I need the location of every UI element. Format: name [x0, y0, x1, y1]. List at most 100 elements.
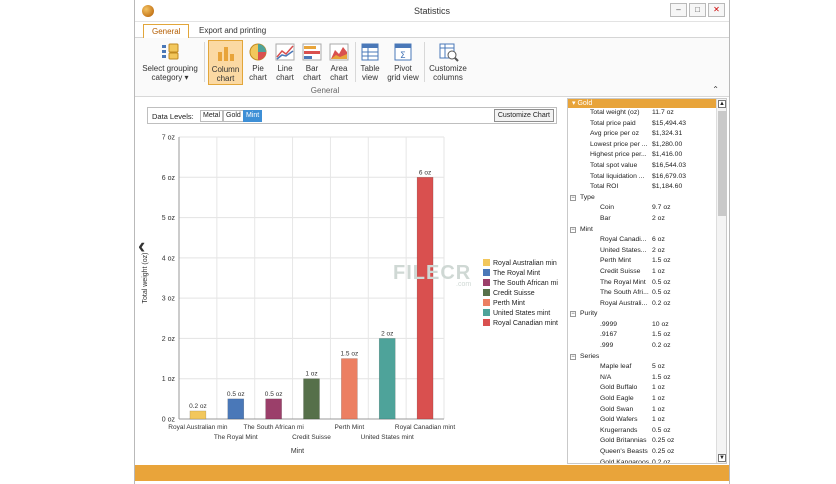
collapse-icon[interactable]: −	[570, 226, 576, 233]
data-levels-label: Data Levels:	[152, 112, 194, 121]
minimize-button[interactable]: –	[670, 3, 687, 17]
property-key: Avg price per oz	[590, 130, 639, 138]
property-key: Gold Kangaroos	[600, 458, 650, 464]
column-chart-icon	[215, 43, 237, 63]
bar-value-label: 6 oz	[419, 169, 431, 176]
scroll-up-icon[interactable]: ▲	[718, 100, 726, 108]
status-bar	[135, 465, 729, 481]
property-key: Queen's Beasts	[600, 448, 648, 455]
chart-pane: Data Levels: Metal Gold Mint Customize C…	[139, 101, 564, 465]
y-tick-label: 3 oz	[162, 296, 176, 303]
property-row: Total weight (oz) 11.7 oz	[568, 108, 726, 119]
property-group[interactable]: − Type	[568, 193, 726, 204]
x-tick-label: Royal Australian min	[168, 424, 228, 431]
legend-label: Royal Australian min	[493, 260, 557, 267]
property-key: Total liquidation ...	[590, 172, 645, 180]
property-value: 5 oz	[652, 363, 665, 371]
property-value: $16,679.03	[652, 172, 687, 180]
data-level-gold[interactable]: Gold	[223, 110, 244, 122]
tab-general[interactable]: General	[143, 24, 190, 38]
property-row: Bar 2 oz	[568, 214, 726, 225]
scroll-down-icon[interactable]: ▼	[718, 454, 726, 462]
property-row: Queen's Beasts 0.25 oz	[568, 447, 726, 458]
ribbon-collapse-icon[interactable]: ⌃	[712, 85, 719, 94]
maximize-button[interactable]: □	[689, 3, 706, 17]
ribbon: Select grouping category ▾ Column chart …	[135, 38, 729, 97]
statistics-window: Statistics – □ ✕ General Export and prin…	[134, 0, 730, 484]
ribbon-label: chart	[216, 74, 235, 83]
bar	[378, 338, 396, 420]
properties-header-label: Gold	[577, 100, 593, 107]
property-value: 1 oz	[652, 416, 665, 424]
legend-label: United States mint	[493, 310, 551, 317]
property-key: Total spot value	[590, 161, 638, 169]
collapse-icon[interactable]: −	[570, 194, 576, 201]
property-row: .9167 1.5 oz	[568, 330, 726, 341]
data-level-mint[interactable]: Mint	[243, 110, 263, 122]
scroll-thumb[interactable]	[718, 111, 726, 216]
property-key: Royal Canadi...	[600, 236, 647, 244]
customize-chart-button[interactable]: Customize Chart	[493, 109, 554, 122]
bar	[227, 398, 245, 420]
area-chart-icon	[328, 42, 350, 62]
pivot-grid-view-button[interactable]: Σ Pivot grid view	[385, 40, 421, 85]
property-row: .999 0.2 oz	[568, 341, 726, 352]
y-tick-label: 5 oz	[162, 215, 176, 222]
property-key: Perth Mint	[600, 257, 631, 265]
properties-scrollbar[interactable]: ▲ ▼	[716, 99, 726, 463]
tab-export-printing[interactable]: Export and printing	[199, 26, 267, 35]
line-chart-button[interactable]: Line chart	[272, 40, 298, 85]
select-grouping-category-button[interactable]: Select grouping category ▾	[139, 40, 201, 85]
bar	[189, 410, 207, 420]
ribbon-label: Pivot	[394, 64, 412, 73]
property-value: 9.7 oz	[652, 204, 671, 212]
property-key: Lowest price per ...	[590, 140, 648, 148]
table-view-button[interactable]: Table view	[357, 40, 383, 85]
data-level-metal[interactable]: Metal	[200, 110, 224, 122]
property-group[interactable]: − Series	[568, 352, 726, 363]
properties-rows: Total weight (oz) 11.7 oz Total price paid…	[568, 108, 726, 464]
area-chart-button[interactable]: Area chart	[326, 40, 352, 85]
bar-value-label: 0.5 oz	[265, 391, 283, 398]
property-group[interactable]: − Purity	[568, 309, 726, 320]
ribbon-label: category ▾	[151, 73, 189, 82]
ribbon-label: Pie	[252, 64, 264, 73]
x-tick-label: Perth Mint	[335, 424, 365, 431]
ribbon-label: chart	[303, 73, 321, 82]
x-tick-label: United States mint	[361, 434, 414, 441]
property-row: Gold Buffalo 1 oz	[568, 383, 726, 394]
property-row: Royal Canadi... 6 oz	[568, 235, 726, 246]
filecr-watermark: FILECR .com	[393, 262, 471, 288]
property-value: 2 oz	[652, 214, 665, 222]
collapse-icon[interactable]: −	[570, 353, 576, 360]
bar-chart-button[interactable]: Bar chart	[299, 40, 325, 85]
y-tick-label: 1 oz	[162, 376, 176, 383]
close-button[interactable]: ✕	[708, 3, 725, 17]
ribbon-label: Column	[211, 65, 240, 74]
customize-columns-button[interactable]: Customize columns	[428, 40, 468, 85]
column-chart-button[interactable]: Column chart	[208, 40, 243, 85]
property-row: Total price paid $15,494.43	[568, 119, 726, 130]
property-key: Series	[580, 352, 600, 360]
app-icon	[142, 5, 154, 17]
property-row: Coin 9.7 oz	[568, 203, 726, 214]
property-value: 6 oz	[652, 236, 665, 244]
property-value: $1,416.00	[652, 151, 683, 159]
pie-chart-button[interactable]: Pie chart	[245, 40, 271, 85]
previous-arrow-icon[interactable]: ‹	[138, 233, 146, 258]
ribbon-label: Bar	[305, 64, 319, 73]
property-group[interactable]: − Mint	[568, 225, 726, 236]
x-axis-label: Mint	[291, 448, 304, 455]
legend-swatch	[483, 259, 490, 266]
y-axis-label: Total weight (oz)	[142, 253, 149, 304]
collapse-icon[interactable]: −	[570, 311, 576, 318]
ribbon-label: Line	[277, 64, 293, 73]
property-row: Gold Swan 1 oz	[568, 405, 726, 416]
bar-value-label: 1.5 oz	[340, 351, 358, 358]
property-value: 0.25 oz	[652, 448, 675, 455]
ribbon-label: grid view	[387, 73, 419, 82]
property-value: 1 oz	[652, 384, 665, 392]
properties-header[interactable]: ▾ Gold	[568, 99, 726, 108]
legend-item: United States mint	[483, 309, 563, 319]
property-value: 0.5 oz	[652, 278, 671, 286]
